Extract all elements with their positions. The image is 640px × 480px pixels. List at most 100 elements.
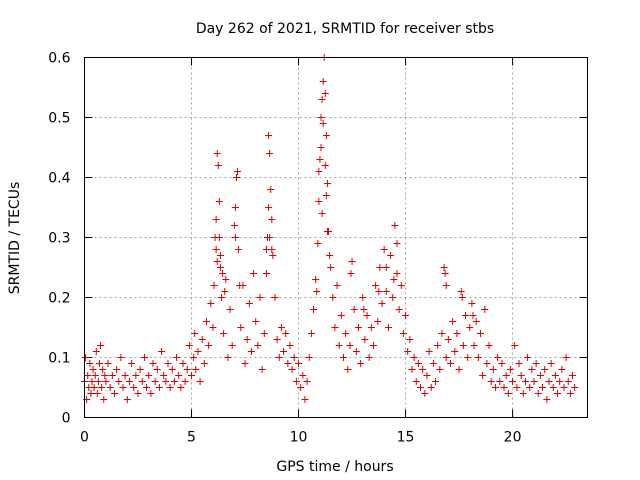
axis-ticks: 0 0.1 0.2 0.3 0.4 0.5 0.6 0 5 10 15 20 [48, 51, 588, 446]
data-point [266, 234, 274, 241]
data-point [260, 330, 268, 337]
data-point [506, 366, 514, 373]
y-tick-label: 0 [62, 411, 71, 427]
data-point [489, 366, 497, 373]
data-point [245, 300, 253, 307]
data-point [384, 324, 392, 331]
data-point [315, 168, 323, 175]
data-point [266, 150, 274, 157]
data-point [236, 282, 244, 289]
data-point [91, 372, 99, 379]
data-point [95, 360, 103, 367]
data-point [231, 204, 239, 211]
data-point [365, 354, 373, 361]
data-point [317, 144, 325, 151]
data-point [319, 78, 327, 85]
data-point [198, 336, 206, 343]
data-point [179, 360, 187, 367]
data-point [280, 348, 288, 355]
data-point [369, 342, 377, 349]
data-point [134, 390, 142, 397]
data-point [560, 384, 568, 391]
data-point [347, 270, 355, 277]
data-point [455, 366, 463, 373]
data-point [286, 342, 294, 349]
data-point [147, 390, 155, 397]
data-point [132, 372, 140, 379]
data-point [318, 210, 326, 217]
data-point [564, 378, 572, 385]
data-point [521, 378, 529, 385]
data-point [434, 342, 442, 349]
data-point [158, 348, 166, 355]
data-point [151, 378, 159, 385]
data-point [509, 378, 517, 385]
data-point [177, 384, 185, 391]
data-point [205, 342, 213, 349]
data-point [469, 312, 477, 319]
y-tick-label: 0.4 [48, 171, 70, 187]
data-point [237, 324, 245, 331]
data-point [164, 360, 172, 367]
data-points [81, 54, 579, 403]
data-point [117, 354, 125, 361]
data-point [375, 288, 383, 295]
data-point [556, 378, 564, 385]
data-point [399, 330, 407, 337]
data-point [402, 312, 410, 319]
data-point [254, 342, 262, 349]
data-point [322, 192, 330, 199]
data-point [183, 366, 191, 373]
data-point [113, 366, 121, 373]
data-point [485, 342, 493, 349]
data-point [436, 366, 444, 373]
x-axis-label: GPS time / hours [276, 459, 393, 475]
data-point [333, 282, 341, 289]
data-point [530, 378, 538, 385]
data-point [414, 360, 422, 367]
data-point [219, 270, 227, 277]
data-point [269, 252, 277, 259]
data-point [554, 390, 562, 397]
data-point [123, 396, 131, 403]
data-point [247, 348, 255, 355]
data-point [175, 372, 183, 379]
data-point [170, 378, 178, 385]
data-point [481, 306, 489, 313]
data-point [500, 384, 508, 391]
data-point [502, 372, 510, 379]
data-point [215, 198, 223, 205]
data-point [275, 354, 283, 361]
y-tick-label: 0.5 [48, 111, 70, 127]
data-point [571, 384, 579, 391]
data-point [231, 234, 239, 241]
data-point [243, 336, 251, 343]
data-point [457, 288, 465, 295]
data-point [487, 378, 495, 385]
data-point [98, 384, 106, 391]
data-point [348, 258, 356, 265]
data-point [258, 366, 266, 373]
data-point [88, 378, 96, 385]
data-point [292, 378, 300, 385]
data-point [344, 366, 352, 373]
data-point [284, 360, 292, 367]
y-tick-label: 0.1 [48, 351, 70, 367]
data-point [288, 366, 296, 373]
data-point [108, 372, 116, 379]
data-point [215, 234, 223, 241]
data-point [534, 390, 542, 397]
data-point [92, 348, 100, 355]
data-point [267, 186, 275, 193]
data-point [566, 390, 574, 397]
data-point [459, 342, 467, 349]
data-point [149, 360, 157, 367]
data-point [427, 384, 435, 391]
data-point [145, 372, 153, 379]
data-point [250, 270, 258, 277]
data-point [562, 354, 570, 361]
y-tick-label: 0.3 [48, 231, 70, 247]
data-point [155, 384, 163, 391]
